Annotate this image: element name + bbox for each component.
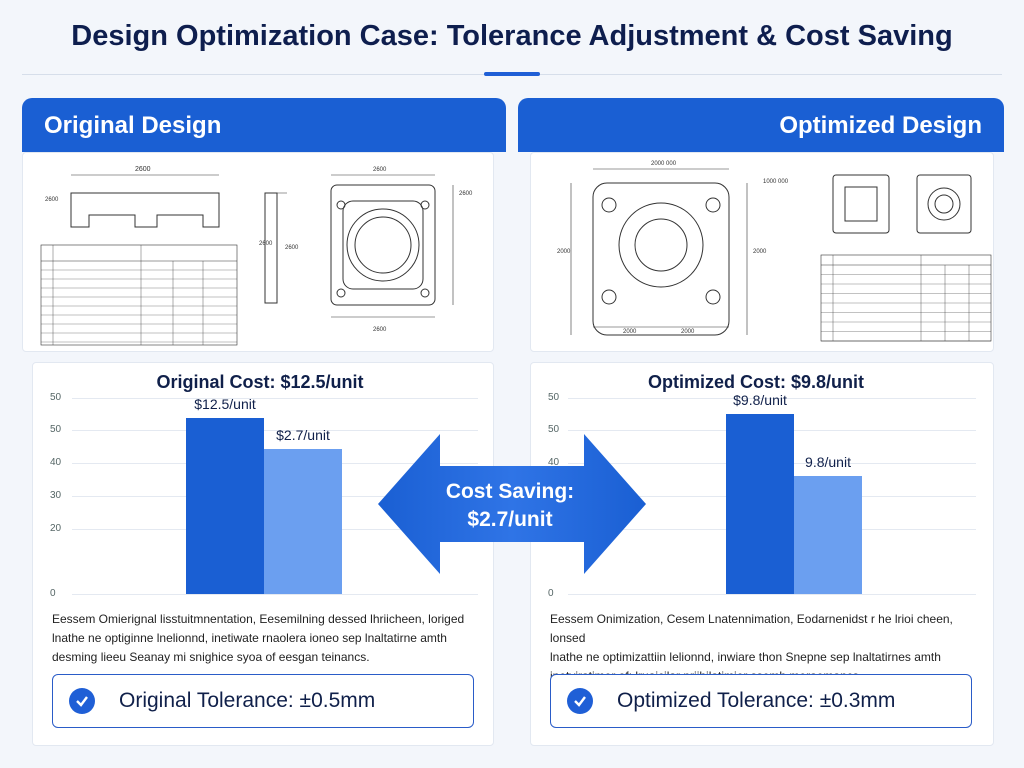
dim-label: 2000 (753, 249, 767, 255)
original-description: Eessem Omierignal lisstuitmnentation, Ee… (52, 610, 472, 667)
bar-data-label: 9.8/unit (805, 454, 851, 471)
desc-line: Eessem Onimization, Cesem Lnatennimation… (550, 612, 953, 645)
y-tick-label: 50 (50, 424, 62, 435)
optimized-tolerance-box: Optimized Tolerance: ±0.3mm (550, 674, 972, 728)
gridline (568, 398, 976, 399)
double-arrow-icon (378, 434, 646, 574)
side-view (916, 174, 972, 234)
dim-label: 2600 (373, 327, 387, 333)
gridline (72, 430, 478, 431)
check-icon (567, 688, 593, 714)
bar-data-label: $12.5/unit (194, 395, 256, 412)
parts-table (820, 254, 992, 342)
bar-data-label: $2.7/unit (276, 426, 330, 443)
dim-label: 2600 (259, 241, 273, 247)
y-tick-label: 40 (548, 457, 560, 468)
desc-line: lnathe ne optimizattiin lelionnd, inwiar… (550, 650, 941, 664)
desc-line: Eessem Omierignal lisstuitmnentation, Ee… (52, 612, 465, 626)
y-tick-label: 30 (50, 490, 62, 501)
dim-label: 2600 (285, 245, 299, 251)
front-view (832, 174, 890, 234)
dim-label: 2000 (681, 329, 695, 335)
dim-label: 2600 (373, 167, 387, 173)
optimized-technical-drawing: 2000 000 1000 000 2000 2000 2000 2000 (557, 161, 992, 342)
original-design-header: Original Design (22, 98, 506, 152)
bar-optimized (726, 413, 794, 594)
cost-saving-title: Cost Saving: (445, 480, 575, 503)
original-technical-drawing: 2600 2600 2600 2600 2600 2600 2600 (40, 166, 473, 346)
top-view-outline (330, 184, 436, 306)
bore-circle (618, 202, 704, 288)
y-tick-label: 50 (548, 424, 560, 435)
gridline (72, 594, 478, 595)
bar-remaining (794, 476, 862, 594)
parts-table (40, 244, 238, 346)
bar-saving (264, 448, 342, 594)
optimized-design-header: Optimized Design (518, 98, 1004, 152)
dim-label: 2000 (623, 329, 637, 335)
y-tick-label: 40 (50, 457, 62, 468)
dim-label: 2600 (459, 191, 473, 197)
original-drawing-card: 2600 2600 2600 2600 2600 2600 2600 (22, 152, 494, 352)
optimized-cost-title: Optimized Cost: $9.8/unit (647, 372, 865, 392)
front-view-outline (70, 192, 220, 228)
bore-circle (346, 208, 420, 282)
original-tolerance-box: Original Tolerance: ±0.5mm (52, 674, 474, 728)
y-tick-label: 50 (50, 392, 62, 403)
dim-label: 1000 000 (763, 179, 789, 185)
original-tolerance-text: Original Tolerance: ±0.5mm (119, 689, 376, 712)
y-tick-label: 20 (50, 523, 62, 534)
cost-saving-arrow (378, 434, 646, 574)
optimized-drawing-card: 2000 000 1000 000 2000 2000 2000 2000 (530, 152, 994, 352)
dim-label: 2600 (135, 166, 151, 173)
bar-data-label: $9.8/unit (733, 391, 787, 408)
y-tick-label: 0 (548, 588, 554, 599)
gridline (72, 398, 478, 399)
dim-label: 2000 (557, 249, 571, 255)
desc-line: desming lieeu Seanay mi snighice syoa of… (52, 650, 370, 664)
y-tick-label: 50 (548, 392, 560, 403)
dim-label: 2600 (45, 197, 59, 203)
optimized-tolerance-text: Optimized Tolerance: ±0.3mm (617, 689, 896, 712)
desc-line: lnathe ne optiginne lnelionnd, inetiwate… (52, 631, 447, 645)
dim-label: 2000 000 (651, 161, 677, 167)
bar-original (186, 417, 264, 594)
original-cost-title: Original Cost: $12.5/unit (156, 372, 364, 392)
gridline (568, 594, 976, 595)
top-view-outline (592, 182, 730, 336)
y-tick-label: 0 (50, 588, 56, 599)
page-title: Design Optimization Case: Tolerance Adju… (71, 20, 953, 52)
check-icon (69, 688, 95, 714)
side-view (264, 192, 278, 304)
cost-saving-value: $2.7/unit (467, 508, 553, 531)
cost-saving-label: Cost Saving: $2.7/unit (410, 478, 610, 534)
title-accent (484, 72, 540, 76)
